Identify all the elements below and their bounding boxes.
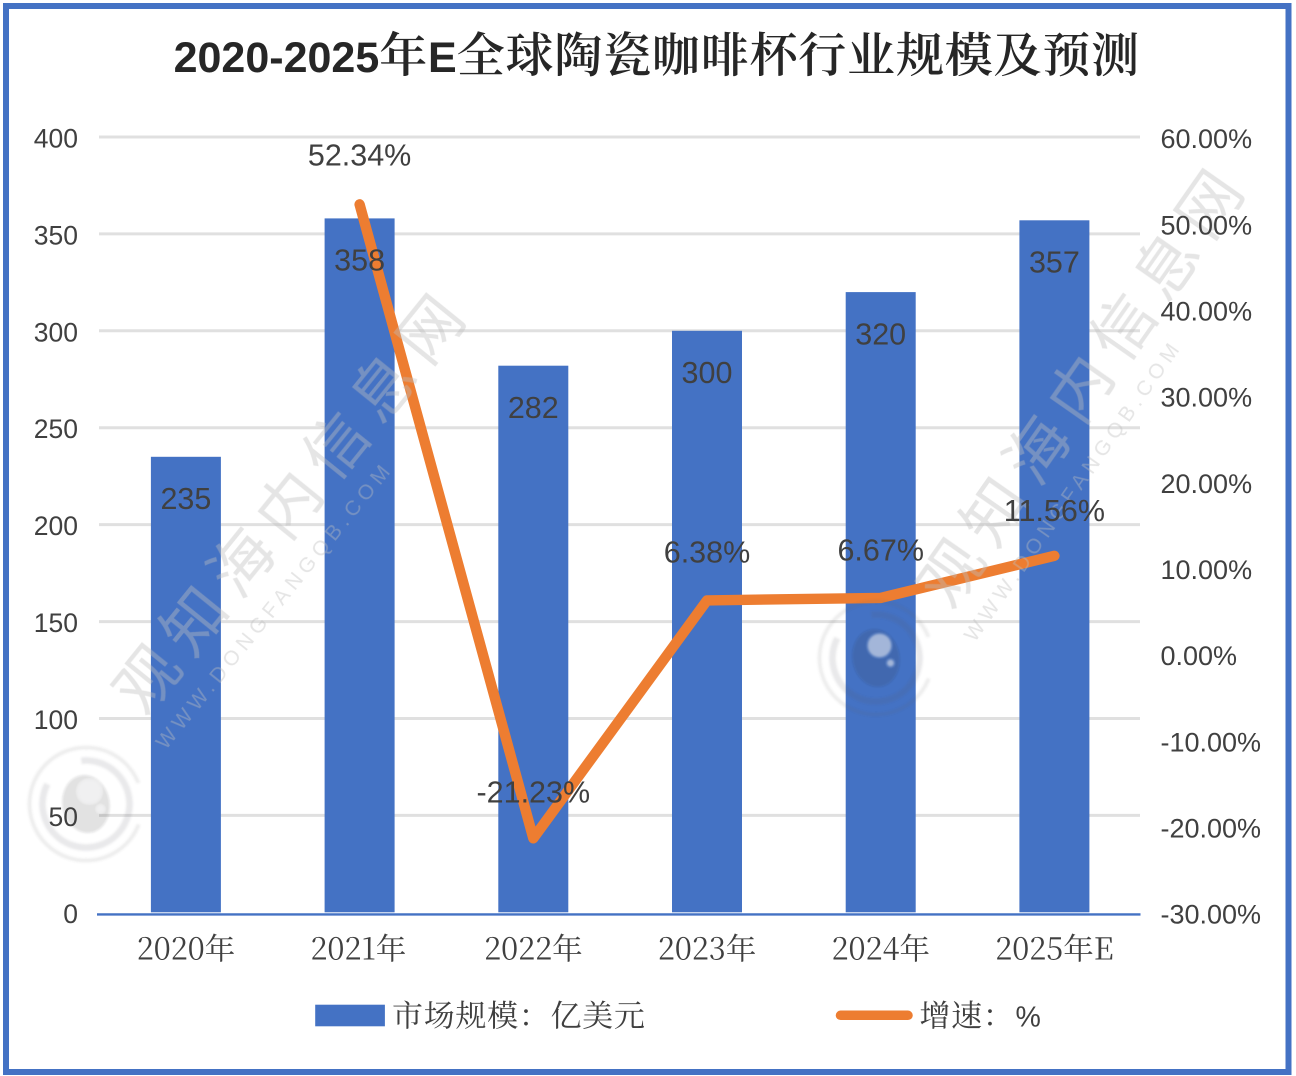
svg-text:6.67%: 6.67% xyxy=(837,534,923,568)
svg-text:%: % xyxy=(1016,1002,1041,1034)
svg-text:6.38%: 6.38% xyxy=(664,536,750,570)
svg-text:-21.23%: -21.23% xyxy=(476,775,590,809)
svg-text:282: 282 xyxy=(508,391,559,425)
svg-text:2020-2025: 2020-2025 xyxy=(174,34,380,82)
svg-text:358: 358 xyxy=(334,244,385,278)
svg-text:-20.00%: -20.00% xyxy=(1161,814,1262,844)
svg-text:40.00%: 40.00% xyxy=(1161,297,1253,327)
svg-text:30.00%: 30.00% xyxy=(1161,383,1253,413)
svg-text:20.00%: 20.00% xyxy=(1161,469,1253,499)
svg-text:200: 200 xyxy=(34,511,78,541)
svg-text:235: 235 xyxy=(160,482,211,516)
svg-text:100: 100 xyxy=(34,705,78,735)
svg-text:E: E xyxy=(428,34,457,82)
svg-text:50: 50 xyxy=(49,802,78,832)
svg-text:400: 400 xyxy=(34,124,78,154)
svg-text:11.56%: 11.56% xyxy=(1004,494,1105,528)
svg-text:50.00%: 50.00% xyxy=(1161,210,1253,240)
svg-text:-10.00%: -10.00% xyxy=(1161,727,1262,757)
svg-text:250: 250 xyxy=(34,414,78,444)
svg-text:320: 320 xyxy=(855,317,906,351)
svg-text:300: 300 xyxy=(34,317,78,347)
svg-text:-30.00%: -30.00% xyxy=(1161,900,1262,930)
svg-text:300: 300 xyxy=(682,356,733,390)
svg-text:357: 357 xyxy=(1029,246,1080,280)
svg-text:52.34%: 52.34% xyxy=(308,138,411,172)
svg-text:0: 0 xyxy=(63,899,78,929)
svg-text:10.00%: 10.00% xyxy=(1161,555,1253,585)
svg-text:0.00%: 0.00% xyxy=(1161,641,1238,671)
svg-text:60.00%: 60.00% xyxy=(1161,124,1253,154)
svg-text:350: 350 xyxy=(34,220,78,250)
svg-text:150: 150 xyxy=(34,608,78,638)
